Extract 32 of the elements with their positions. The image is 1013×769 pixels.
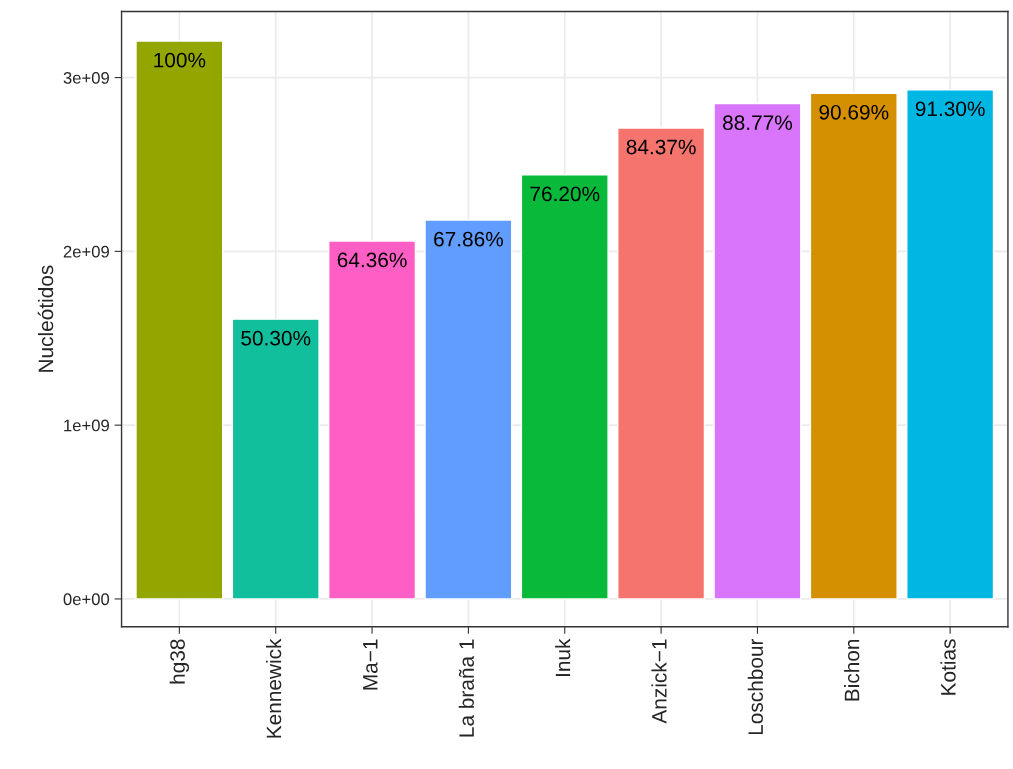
- annotation: 90.69%: [819, 104, 889, 120]
- bar: [135, 40, 224, 600]
- x-tick-label: Inuk: [555, 638, 571, 676]
- bar: [809, 92, 898, 600]
- annotation: 84.37%: [626, 139, 696, 155]
- annotation: 91.30%: [915, 101, 985, 117]
- annotation: 64.36%: [337, 252, 407, 268]
- y-axis-title: Nucleótidos: [37, 265, 54, 372]
- x-tick-label: Loschbour: [747, 638, 764, 735]
- bar: [424, 219, 513, 600]
- y-tick-label: 0e+00: [63, 593, 110, 606]
- y-tick-label: 3e+09: [63, 71, 109, 84]
- x-tick-label: Kotias: [940, 639, 956, 695]
- annotation: 88.77%: [723, 115, 793, 131]
- annotation: 67.86%: [434, 231, 503, 247]
- annotation: 100%: [154, 52, 206, 68]
- bar: [617, 127, 706, 600]
- bar: [328, 240, 417, 600]
- bar: [231, 318, 320, 600]
- annotation: 76.20%: [530, 186, 600, 202]
- x-tick-label: Anzick−1: [651, 639, 667, 724]
- x-tick-label: hg38: [169, 639, 190, 684]
- y-tick-label: 2e+09: [63, 245, 109, 258]
- bar: [713, 102, 802, 600]
- bar: [906, 89, 995, 600]
- x-tick-label: Bichon: [844, 639, 860, 701]
- annotation: 50.30%: [241, 330, 311, 346]
- y-tick-label: 1e+09: [64, 419, 109, 432]
- bar: [520, 174, 609, 600]
- x-tick-label: Ma−1: [363, 639, 378, 690]
- x-tick-label: La braña 1: [458, 639, 474, 737]
- x-tick-label: Kennewick: [266, 638, 282, 738]
